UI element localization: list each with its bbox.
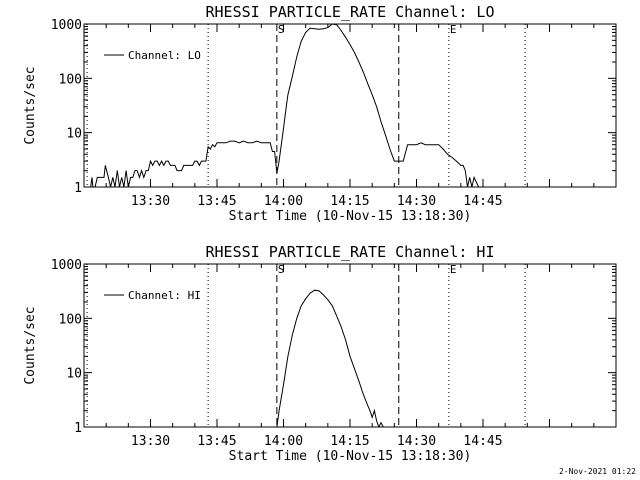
chart-panel-hi: RHESSI PARTICLE_RATE Channel: HI 1 10 100 10…: [23, 243, 617, 464]
y-axis-label: Counts/sec: [23, 306, 38, 384]
y-tick-label: 1000: [51, 18, 82, 33]
y-axis-label: Counts/sec: [23, 66, 38, 144]
chart-panel-lo: RHESSI PARTICLE_RATE Channel: LO 1 10 100 10…: [23, 3, 617, 224]
x-tick-label: 13:30: [131, 194, 170, 209]
chart-title: RHESSI PARTICLE_RATE Channel: HI: [206, 243, 495, 261]
x-axis-label: Start Time (10-Nov-15 13:18:30): [229, 209, 472, 224]
x-axis-label: Start Time (10-Nov-15 13:18:30): [229, 449, 472, 464]
x-tick-label: 13:45: [197, 194, 236, 209]
time-marker-label: E: [450, 263, 457, 276]
y-tick-label: 100: [59, 312, 82, 327]
legend-label: Channel: HI: [128, 289, 201, 302]
x-tick-label: 14:15: [330, 434, 369, 449]
y-tick-label: 100: [59, 72, 82, 87]
x-tick-label: 14:45: [463, 434, 502, 449]
y-tick-label: 10: [66, 367, 82, 382]
time-marker-label: E: [450, 23, 457, 36]
y-tick-label: 1000: [51, 258, 82, 273]
y-tick-label: 1: [74, 421, 82, 436]
y-tick-label: 10: [66, 127, 82, 142]
x-tick-label: 14:15: [330, 194, 369, 209]
x-tick-label: 14:30: [397, 194, 436, 209]
time-marker-label: S: [278, 263, 285, 276]
y-tick-label: 1: [74, 181, 82, 196]
series-line-lo: [87, 24, 616, 187]
footer-timestamp: 2-Nov-2021 01:22: [559, 467, 636, 476]
series-line-hi: [276, 289, 384, 427]
legend-label: Channel: LO: [128, 49, 201, 62]
time-marker-label: S: [278, 23, 285, 36]
x-tick-label: 14:00: [264, 194, 303, 209]
chart-title: RHESSI PARTICLE_RATE Channel: LO: [206, 3, 495, 21]
x-tick-label: 13:30: [131, 434, 170, 449]
x-tick-label: 14:00: [264, 434, 303, 449]
x-tick-label: 14:30: [397, 434, 436, 449]
x-tick-label: 13:45: [197, 434, 236, 449]
x-tick-label: 14:45: [463, 194, 502, 209]
